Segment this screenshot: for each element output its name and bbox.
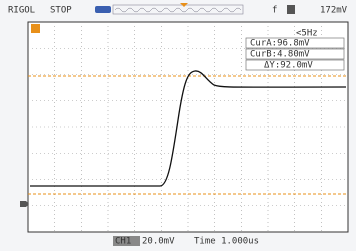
run-status: STOP: [50, 6, 72, 16]
volts-per-div: 20.0mV: [142, 237, 175, 247]
trigger-marker: [31, 24, 40, 33]
trigger-level: 172mV: [320, 6, 348, 16]
cursor-b-value: CurB:4.80mV: [250, 50, 310, 60]
delta-y-value: ΔY:92.0mV: [264, 61, 313, 71]
cursor-a-value: CurA:96.8mV: [250, 39, 310, 49]
timebase: Time 1.000us: [194, 237, 259, 247]
memory-icon: [95, 6, 111, 13]
brand: RIGOL: [8, 6, 35, 16]
channel: CH1: [115, 237, 131, 247]
coupling-icon: [287, 5, 295, 14]
trigger-source: f: [272, 6, 277, 16]
frequency: <5Hz: [296, 29, 318, 39]
scope-screen: RIGOL STOP f 172mV <5Hz CurA:96.8mV CurB…: [0, 0, 356, 251]
